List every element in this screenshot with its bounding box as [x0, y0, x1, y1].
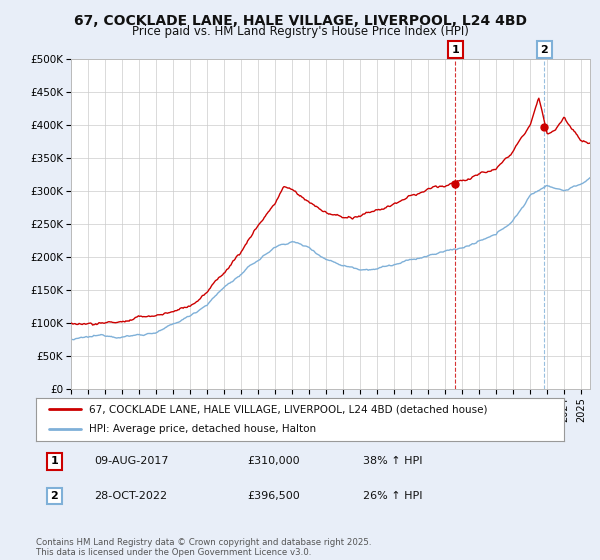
Text: 1: 1 [50, 456, 58, 466]
Text: £396,500: £396,500 [247, 491, 300, 501]
Text: 2: 2 [50, 491, 58, 501]
Text: 67, COCKLADE LANE, HALE VILLAGE, LIVERPOOL, L24 4BD (detached house): 67, COCKLADE LANE, HALE VILLAGE, LIVERPO… [89, 404, 487, 414]
Text: HPI: Average price, detached house, Halton: HPI: Average price, detached house, Halt… [89, 424, 316, 434]
Text: Price paid vs. HM Land Registry's House Price Index (HPI): Price paid vs. HM Land Registry's House … [131, 25, 469, 38]
Text: £310,000: £310,000 [247, 456, 300, 466]
Text: 1: 1 [451, 45, 459, 55]
Text: 28-OCT-2022: 28-OCT-2022 [94, 491, 167, 501]
Text: 09-AUG-2017: 09-AUG-2017 [94, 456, 169, 466]
Text: 26% ↑ HPI: 26% ↑ HPI [364, 491, 423, 501]
Text: 2: 2 [541, 45, 548, 55]
Text: Contains HM Land Registry data © Crown copyright and database right 2025.
This d: Contains HM Land Registry data © Crown c… [36, 538, 371, 557]
Text: 67, COCKLADE LANE, HALE VILLAGE, LIVERPOOL, L24 4BD: 67, COCKLADE LANE, HALE VILLAGE, LIVERPO… [74, 14, 527, 28]
Text: 38% ↑ HPI: 38% ↑ HPI [364, 456, 423, 466]
